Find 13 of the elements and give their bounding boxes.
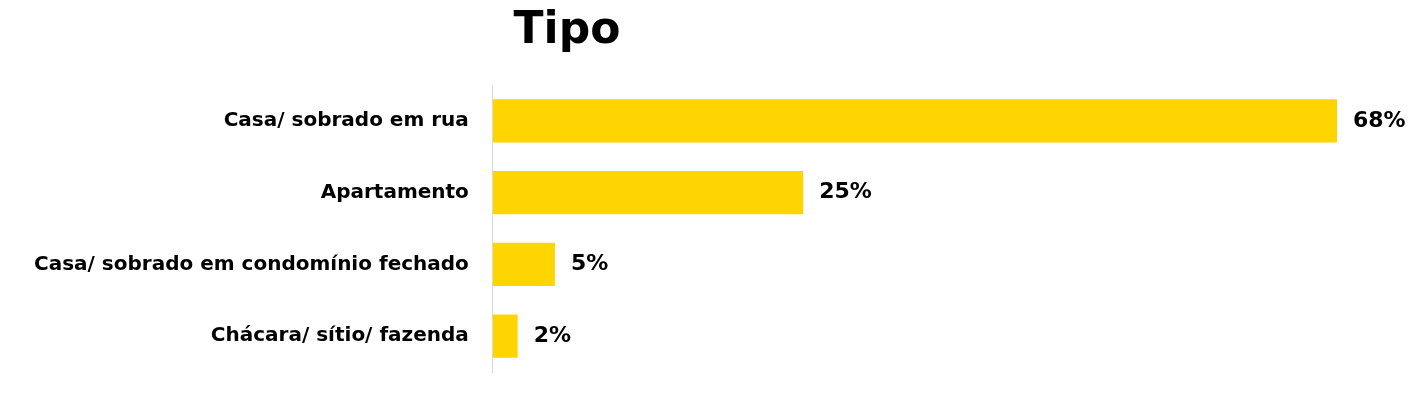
- chart-title: Tipo: [512, 2, 622, 53]
- y-tick-label: Apartamento: [320, 178, 469, 203]
- data-label: 2%: [533, 321, 572, 347]
- bar: [492, 99, 1337, 143]
- data-label: 25%: [819, 178, 872, 204]
- y-tick-label: Casa/ sobrado em condomínio fechado: [34, 250, 469, 275]
- bar: [492, 242, 555, 286]
- data-label: 5%: [570, 250, 609, 276]
- data-label: 68%: [1353, 106, 1406, 132]
- bar: [492, 314, 518, 358]
- bar: [492, 171, 804, 215]
- y-tick-label: Casa/ sobrado em rua: [223, 107, 469, 132]
- y-tick-label: Chácara/ sítio/ fazenda: [210, 322, 469, 347]
